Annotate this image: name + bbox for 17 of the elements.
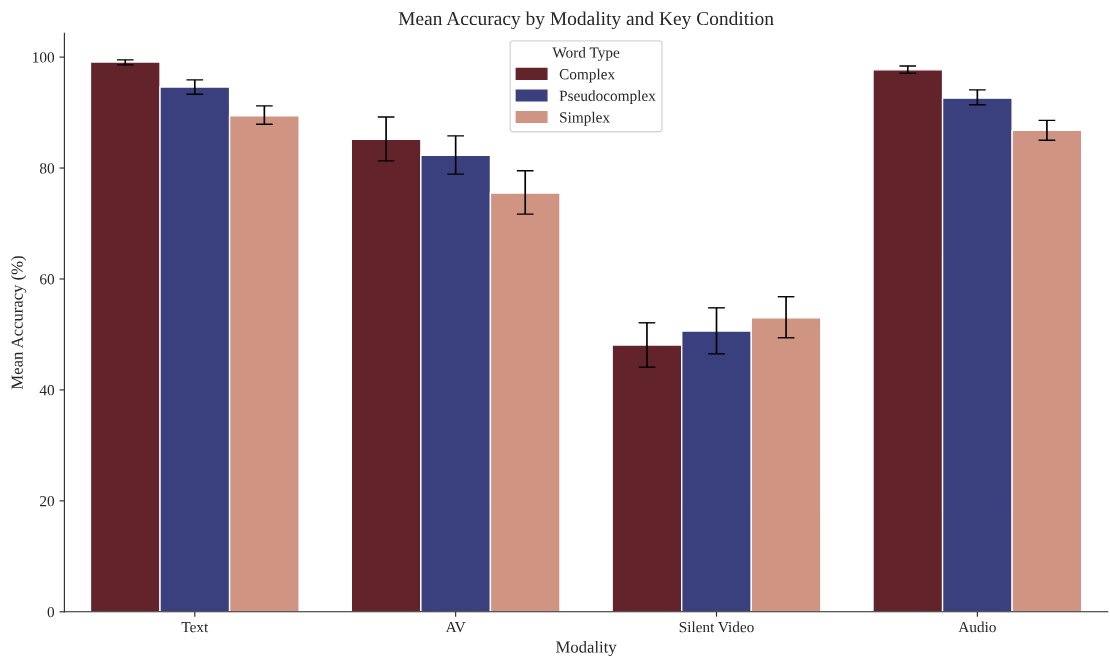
x-tick-label: Silent Video: [679, 621, 754, 633]
y-tick-label: 40: [39, 385, 55, 396]
legend-label: Complex: [559, 68, 615, 83]
y-tick-label: 60: [40, 274, 55, 285]
x-tick-label: Text: [181, 622, 209, 633]
chart-title: Mean Accuracy by Modality and Key Condition: [398, 11, 774, 30]
y-tick-label: 20: [40, 496, 55, 507]
y-tick-label: 80: [39, 163, 55, 174]
legend-title: Word Type: [552, 47, 620, 61]
legend-label: Pseudocomplex: [559, 90, 656, 105]
x-axis-title: Modality: [556, 640, 617, 657]
x-tick-label: Audio: [958, 621, 996, 633]
y-tick-label: 0: [47, 606, 55, 618]
y-axis-title: Mean Accuracy (%): [11, 256, 27, 390]
y-tick-label: 100: [33, 52, 55, 63]
legend-label: Simplex: [560, 111, 610, 126]
x-tick-label: AV: [445, 622, 466, 633]
